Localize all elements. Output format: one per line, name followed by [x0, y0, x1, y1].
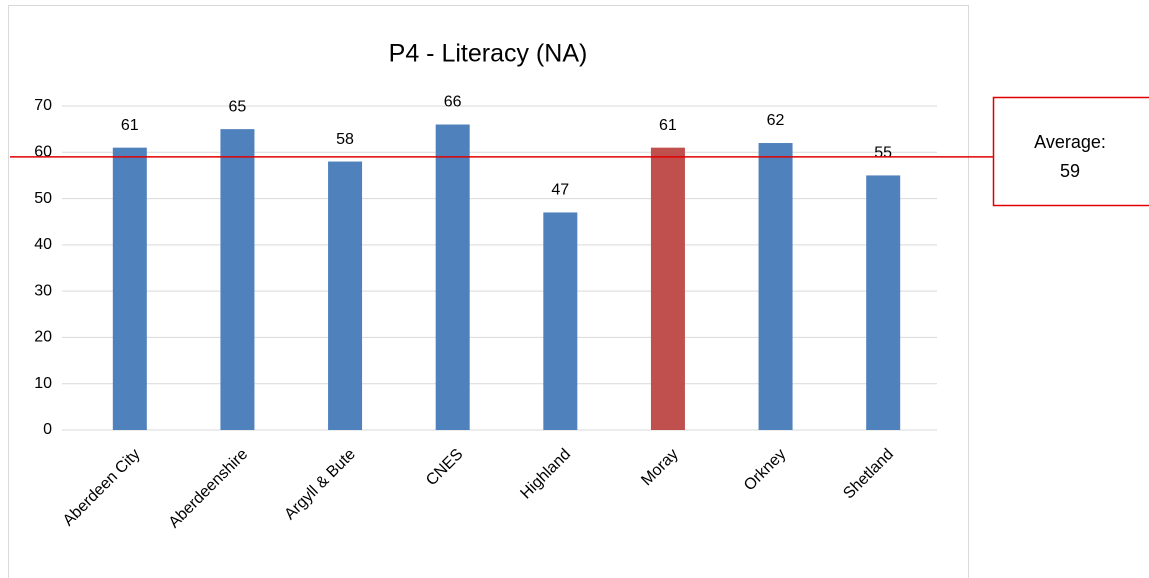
average-label: Average:: [1034, 132, 1106, 152]
y-tick-label: 0: [43, 421, 52, 438]
bar: [758, 143, 793, 430]
bar: [328, 161, 363, 431]
y-tick-label: 10: [34, 375, 52, 392]
value-label: 47: [551, 182, 569, 199]
bar: [435, 124, 470, 430]
bar: [650, 147, 685, 430]
chart-border: [8, 5, 969, 578]
y-tick-label: 70: [34, 97, 52, 114]
bar: [220, 129, 255, 430]
average-value: 59: [1060, 161, 1080, 181]
value-label: 65: [229, 98, 247, 115]
bar: [866, 175, 901, 430]
value-label: 62: [767, 112, 785, 129]
y-tick-label: 50: [34, 190, 52, 207]
bar: [543, 212, 578, 430]
y-tick-label: 40: [34, 236, 52, 253]
y-tick-label: 20: [34, 329, 52, 346]
bar: [112, 147, 147, 430]
chart-title: P4 - Literacy (NA): [389, 40, 588, 68]
value-label: 61: [659, 117, 677, 134]
average-box: [992, 96, 1149, 207]
y-tick-label: 30: [34, 282, 52, 299]
value-label: 66: [444, 94, 462, 111]
value-label: 58: [336, 131, 354, 148]
value-label: 61: [121, 117, 139, 134]
value-label: 55: [874, 145, 892, 162]
y-tick-label: 60: [34, 144, 52, 161]
